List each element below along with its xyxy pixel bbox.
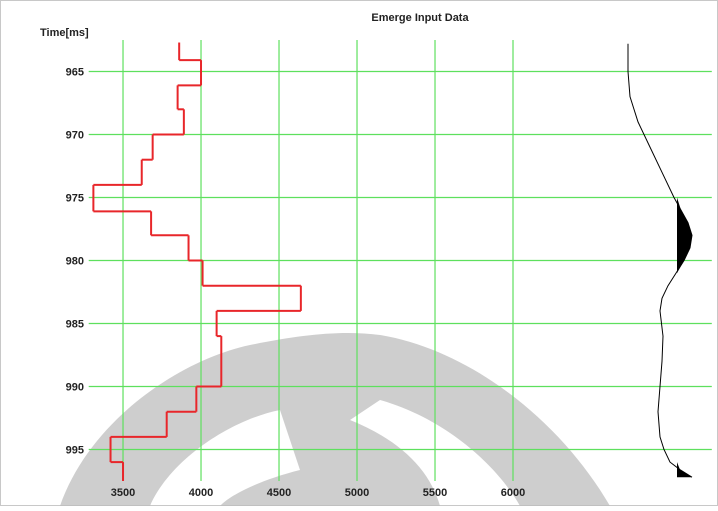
y-tick-label: 985 [66, 318, 84, 330]
x-tick-label: 6000 [501, 487, 525, 499]
x-tick-label: 4000 [189, 487, 213, 499]
y-axis-label: Time[ms] [40, 27, 89, 39]
y-tick-label: 990 [66, 381, 84, 393]
y-tick-label: 995 [66, 444, 84, 456]
chart: Emerge Input Data Time[ms] 965 970 975 980 9… [0, 0, 718, 506]
x-tick-label: 4500 [267, 487, 291, 499]
y-tick-label: 965 [66, 66, 84, 78]
x-tick-label: 5000 [345, 487, 369, 499]
y-tick-label: 980 [66, 255, 84, 267]
x-tick-label: 5500 [423, 487, 447, 499]
y-tick-label: 975 [66, 192, 84, 204]
chart-title: Emerge Input Data [371, 12, 469, 24]
page: {"chart_data": { "type": "step", "title"… [0, 0, 718, 506]
x-tick-label: 3500 [111, 487, 135, 499]
y-tick-label: 970 [66, 129, 84, 141]
